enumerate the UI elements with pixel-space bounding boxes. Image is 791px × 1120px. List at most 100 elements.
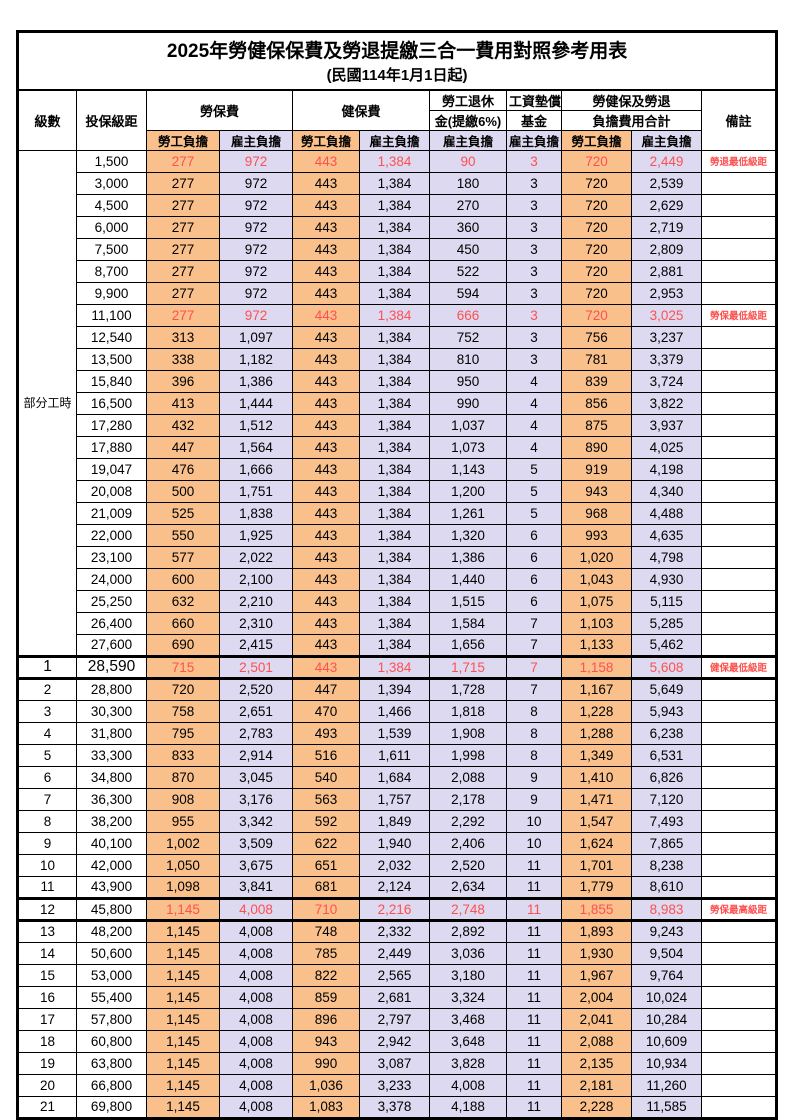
cell-value: 720 [561, 193, 632, 217]
cell-value: 3,379 [631, 347, 702, 371]
cell-value: 443 [292, 303, 360, 327]
cell-value: 10,024 [631, 985, 702, 1009]
cell-value: 4 [506, 413, 562, 437]
cell-value: 443 [292, 457, 360, 481]
cell-level: 17 [17, 1007, 77, 1031]
cell-value: 651 [292, 853, 360, 877]
subheader-health-employee: 勞工負擔 [292, 129, 360, 151]
cell-value: 8,983 [631, 896, 702, 922]
cell-value: 3,937 [631, 413, 702, 437]
cell-remark [700, 787, 778, 811]
cell-value: 720 [561, 149, 632, 173]
cell-value: 6 [506, 545, 562, 569]
table-row: 24,000 600 2,100 443 1,384 1,440 6 1,043 4,930 [18, 567, 778, 591]
cell-value: 758 [146, 699, 220, 723]
cell-value: 2,449 [631, 149, 702, 173]
cell-value: 443 [292, 237, 360, 261]
cell-value: 476 [146, 457, 220, 481]
cell-value: 3 [506, 281, 562, 305]
cell-value: 720 [561, 171, 632, 195]
cell-value: 1,838 [219, 501, 293, 525]
cell-value: 1,384 [359, 479, 430, 503]
cell-bracket: 25,250 [76, 589, 147, 613]
cell-remark [700, 985, 778, 1009]
cell-value: 1,930 [561, 941, 632, 965]
cell-value: 8,610 [631, 875, 702, 899]
cell-value: 1,666 [219, 457, 293, 481]
cell-value: 2,629 [631, 193, 702, 217]
cell-value: 3,176 [219, 787, 293, 811]
table-row: 16,500 413 1,444 443 1,384 990 4 856 3,822 [18, 391, 778, 415]
cell-value: 1,384 [359, 457, 430, 481]
cell-value: 4 [506, 435, 562, 459]
cell-bracket: 28,590 [76, 654, 147, 680]
cell-bracket: 27,600 [76, 633, 147, 657]
cell-value: 1,384 [359, 567, 430, 591]
cell-value: 990 [429, 391, 507, 415]
cell-value: 443 [292, 281, 360, 305]
cell-value: 4,008 [219, 941, 293, 965]
cell-value: 443 [292, 545, 360, 569]
cell-value: 1,133 [561, 633, 632, 657]
cell-value: 11 [506, 1007, 562, 1031]
cell-value: 4,008 [219, 1073, 293, 1097]
cell-value: 3 [506, 149, 562, 173]
cell-value: 1,145 [146, 985, 220, 1009]
cell-value: 7,493 [631, 809, 702, 833]
cell-value: 11 [506, 896, 562, 922]
cell-remark [700, 215, 778, 239]
cell-bracket: 43,900 [76, 875, 147, 899]
table-row: 3 30,300 758 2,651 470 1,466 1,818 8 1,228 5,943 [17, 699, 778, 723]
table-row: 17 57,800 1,145 4,008 896 2,797 3,468 11 2,041 10… [17, 1007, 778, 1031]
cell-value: 450 [429, 237, 507, 261]
cell-value: 3,509 [219, 831, 293, 855]
table-row: 18 60,800 1,145 4,008 943 2,942 3,648 11 2,088 10… [17, 1029, 778, 1053]
cell-value: 8 [506, 699, 562, 723]
table-row: 9 40,100 1,002 3,509 622 1,940 2,406 10 1,624 7,8… [17, 831, 778, 855]
cell-value: 1,384 [359, 171, 430, 195]
cell-level: 16 [17, 985, 77, 1009]
cell-value: 9,243 [631, 919, 702, 943]
cell-value: 4,488 [631, 501, 702, 525]
col-header-health-insurance: 健保費 [292, 89, 430, 131]
cell-value: 4,008 [219, 1051, 293, 1075]
cell-value: 470 [292, 699, 360, 723]
cell-value: 3 [506, 303, 562, 327]
cell-value: 1,564 [219, 435, 293, 459]
cell-value: 4,008 [219, 896, 293, 922]
cell-value: 1,050 [146, 853, 220, 877]
cell-remark [700, 1051, 778, 1075]
cell-value: 1,444 [219, 391, 293, 415]
cell-value: 833 [146, 743, 220, 767]
cell-value: 443 [292, 435, 360, 459]
cell-value: 795 [146, 721, 220, 745]
cell-value: 2,892 [429, 919, 507, 943]
table-row: 4,500 277 972 443 1,384 270 3 720 2,629 [18, 193, 778, 217]
cell-value: 1,684 [359, 765, 430, 789]
cell-value: 2,124 [359, 875, 430, 899]
cell-value: 1,228 [561, 699, 632, 723]
cell-value: 1,384 [359, 237, 430, 261]
part-time-label: 部分工時 [17, 149, 77, 657]
cell-value: 1,384 [359, 281, 430, 305]
fee-table: 2025年勞健保保費及勞退提繳三合一費用對照參考用表 (民國114年1月1日起)… [16, 30, 779, 1120]
cell-value: 710 [292, 896, 360, 922]
cell-bracket: 40,100 [76, 831, 147, 855]
cell-value: 2,032 [359, 853, 430, 877]
cell-value: 1,384 [359, 611, 430, 635]
cell-remark [700, 435, 778, 459]
cell-value: 859 [292, 985, 360, 1009]
cell-value: 443 [292, 215, 360, 239]
table-row: 5 33,300 833 2,914 516 1,611 1,998 8 1,349 6,531 [17, 743, 778, 767]
table-row: 12 45,800 1,145 4,008 710 2,216 2,748 11 1,855 8,… [17, 896, 778, 922]
cell-value: 720 [561, 303, 632, 327]
cell-value: 3,822 [631, 391, 702, 415]
cell-value: 7 [506, 654, 562, 680]
cell-value: 896 [292, 1007, 360, 1031]
cell-value: 715 [146, 654, 220, 680]
cell-level: 15 [17, 963, 77, 987]
cell-level: 10 [17, 853, 77, 877]
cell-value: 1,855 [561, 896, 632, 922]
cell-value: 3 [506, 347, 562, 371]
